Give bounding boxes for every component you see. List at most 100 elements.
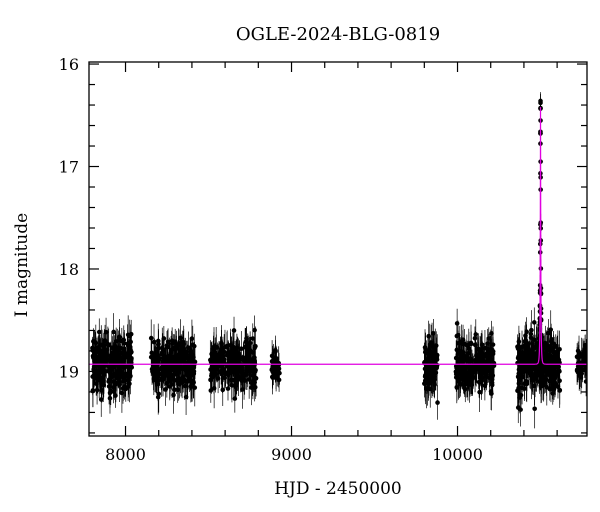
- data-point: [529, 327, 534, 333]
- data-point: [100, 378, 105, 383]
- data-point: [486, 355, 491, 360]
- data-point: [169, 338, 175, 344]
- data-point: [422, 381, 427, 386]
- data-point: [118, 369, 123, 375]
- data-point: [161, 336, 167, 341]
- data-point: [549, 336, 554, 342]
- data-point: [543, 374, 548, 380]
- data-point: [165, 365, 171, 371]
- data-point: [252, 327, 257, 333]
- chart-title: OGLE-2024-BLG-0819: [236, 24, 440, 45]
- data-point: [91, 339, 96, 344]
- data-point: [242, 378, 247, 384]
- data-point: [429, 366, 434, 372]
- data-point: [103, 368, 108, 374]
- data-point: [544, 384, 550, 390]
- data-point: [171, 392, 176, 398]
- data-point: [240, 387, 245, 392]
- data-point: [271, 354, 276, 360]
- data-point: [522, 350, 527, 356]
- data-point: [96, 329, 102, 335]
- data-point: [459, 339, 464, 344]
- data-point: [122, 378, 128, 383]
- data-point: [532, 406, 537, 412]
- data-point: [179, 380, 185, 385]
- data-point: [454, 321, 460, 326]
- data-point: [231, 328, 237, 333]
- data-point: [546, 330, 551, 336]
- data-point: [220, 353, 226, 359]
- data-point: [489, 347, 495, 352]
- data-point: [557, 346, 562, 352]
- data-point: [273, 349, 278, 354]
- data-point: [191, 343, 197, 349]
- data-point: [435, 400, 440, 405]
- data-point: [229, 356, 235, 361]
- data-point: [211, 346, 217, 352]
- data-point: [121, 347, 127, 353]
- data-point: [515, 346, 521, 351]
- y-tick-label: 19: [59, 362, 79, 381]
- data-point: [472, 342, 478, 348]
- data-point: [123, 386, 129, 392]
- data-point: [454, 364, 460, 369]
- data-point: [125, 342, 131, 348]
- data-point: [274, 358, 279, 364]
- data-point: [223, 370, 228, 376]
- data-point: [215, 376, 221, 381]
- data-point: [159, 371, 165, 377]
- x-tick-label: 8000: [105, 445, 146, 464]
- data-point: [153, 374, 159, 380]
- data-point: [99, 388, 105, 393]
- data-point: [245, 348, 251, 354]
- data-point: [253, 375, 258, 381]
- y-tick-label: 17: [59, 158, 79, 177]
- y-tick-label: 18: [59, 260, 79, 279]
- data-point: [167, 378, 173, 383]
- data-point: [148, 354, 154, 360]
- data-point: [432, 370, 438, 376]
- data-point: [474, 353, 479, 359]
- data-point: [233, 354, 239, 359]
- data-point: [165, 344, 170, 350]
- plot-frame: [88, 61, 588, 437]
- data-point: [128, 358, 134, 364]
- data-point: [246, 377, 252, 382]
- data-point: [253, 343, 258, 349]
- data-point: [583, 379, 587, 384]
- plot-area: [89, 92, 587, 429]
- data-point: [432, 345, 438, 350]
- data-point: [169, 360, 175, 365]
- x-tick-label: 10000: [432, 445, 483, 464]
- data-point: [463, 364, 469, 369]
- data-point: [155, 381, 161, 387]
- data-point: [426, 333, 431, 339]
- data-point: [461, 354, 466, 359]
- data-point: [235, 376, 241, 382]
- data-point: [424, 367, 430, 373]
- data-point: [154, 352, 160, 357]
- data-point: [90, 374, 95, 379]
- data-point: [161, 366, 166, 372]
- data-point: [430, 378, 436, 383]
- data-point: [108, 355, 113, 361]
- data-point: [172, 365, 177, 370]
- data-point: [548, 386, 554, 392]
- data-point: [156, 391, 162, 397]
- data-point: [517, 351, 523, 357]
- data-point: [489, 331, 494, 336]
- data-point: [523, 333, 528, 338]
- data-point: [551, 374, 557, 380]
- data-point: [152, 357, 157, 363]
- data-point: [127, 381, 132, 387]
- data-point: [583, 354, 587, 359]
- data-point: [183, 394, 189, 400]
- data-point: [115, 353, 121, 359]
- data-point: [191, 380, 196, 385]
- data-point: [576, 364, 582, 370]
- data-point: [466, 346, 472, 352]
- data-point: [187, 352, 193, 357]
- data-point: [555, 384, 561, 390]
- data-point: [149, 350, 155, 356]
- data-point: [520, 358, 526, 363]
